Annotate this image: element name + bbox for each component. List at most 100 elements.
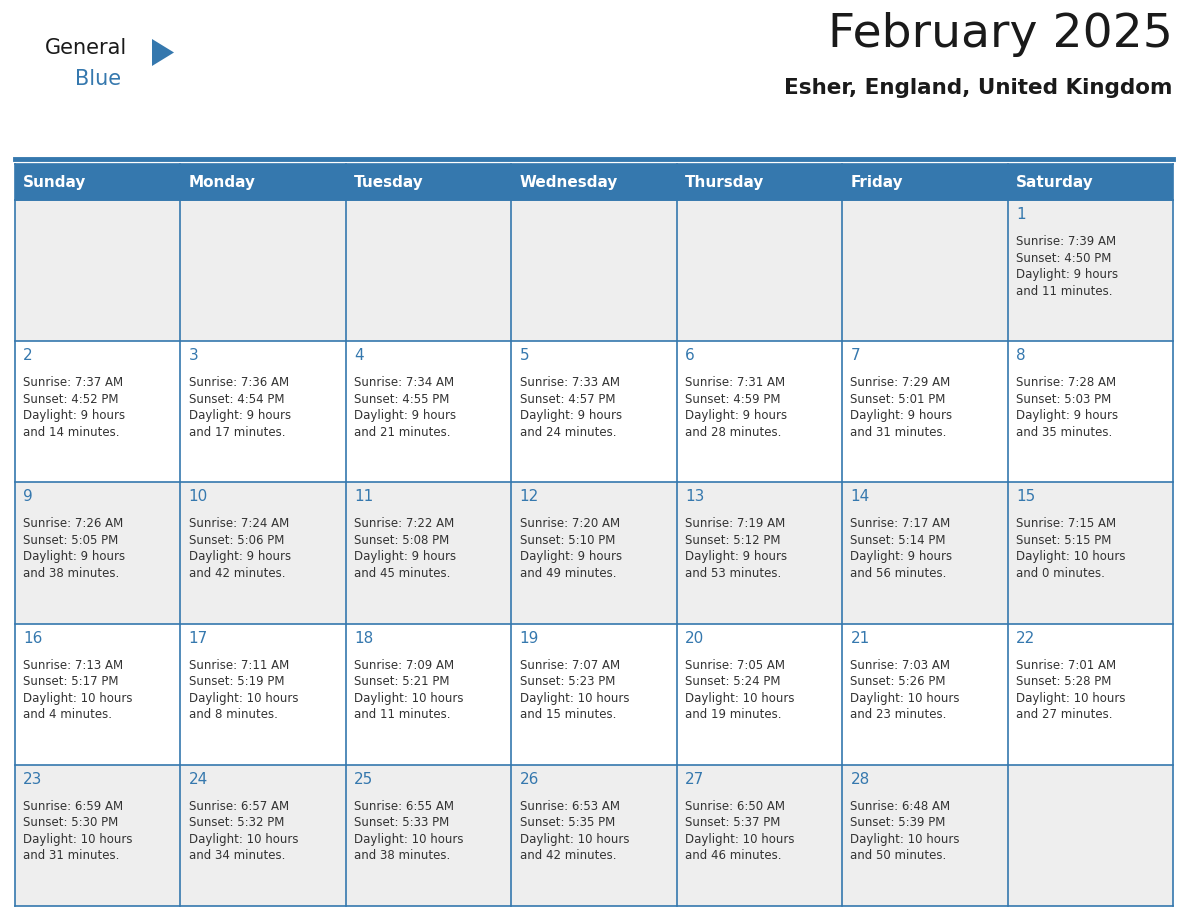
Bar <box>181 482 346 623</box>
Text: and 38 minutes.: and 38 minutes. <box>354 849 450 862</box>
Text: February 2025: February 2025 <box>828 12 1173 57</box>
Text: Sunrise: 6:55 AM: Sunrise: 6:55 AM <box>354 800 454 812</box>
Text: Daylight: 10 hours: Daylight: 10 hours <box>851 691 960 705</box>
Bar <box>181 164 346 200</box>
Text: Sunday: Sunday <box>24 174 87 189</box>
Text: Sunrise: 7:03 AM: Sunrise: 7:03 AM <box>851 658 950 672</box>
Text: Sunrise: 7:17 AM: Sunrise: 7:17 AM <box>851 518 950 531</box>
Bar <box>181 200 346 341</box>
Bar <box>1007 200 1173 341</box>
Text: 16: 16 <box>24 631 43 645</box>
Text: and 45 minutes.: and 45 minutes. <box>354 567 450 580</box>
Text: Tuesday: Tuesday <box>354 174 424 189</box>
Text: 28: 28 <box>851 772 870 787</box>
Text: and 14 minutes.: and 14 minutes. <box>24 426 120 439</box>
Text: 24: 24 <box>189 772 208 787</box>
Text: Daylight: 10 hours: Daylight: 10 hours <box>189 833 298 845</box>
Text: 11: 11 <box>354 489 373 505</box>
Text: Sunrise: 7:19 AM: Sunrise: 7:19 AM <box>685 518 785 531</box>
Text: Sunset: 5:30 PM: Sunset: 5:30 PM <box>24 816 119 829</box>
Bar <box>15 623 181 765</box>
Text: Sunset: 5:19 PM: Sunset: 5:19 PM <box>189 675 284 688</box>
Text: 4: 4 <box>354 348 364 364</box>
Text: Daylight: 10 hours: Daylight: 10 hours <box>685 833 795 845</box>
Text: Blue: Blue <box>75 69 121 89</box>
Text: Monday: Monday <box>189 174 255 189</box>
Text: Sunrise: 7:22 AM: Sunrise: 7:22 AM <box>354 518 454 531</box>
Text: and 24 minutes.: and 24 minutes. <box>519 426 617 439</box>
Text: 15: 15 <box>1016 489 1035 505</box>
Bar <box>677 482 842 623</box>
Text: and 15 minutes.: and 15 minutes. <box>519 708 615 722</box>
Bar <box>181 765 346 906</box>
Bar <box>842 164 1007 200</box>
Text: Sunset: 4:50 PM: Sunset: 4:50 PM <box>1016 252 1111 264</box>
Text: and 17 minutes.: and 17 minutes. <box>189 426 285 439</box>
Bar <box>1007 482 1173 623</box>
Text: Sunset: 5:24 PM: Sunset: 5:24 PM <box>685 675 781 688</box>
Text: Sunset: 5:08 PM: Sunset: 5:08 PM <box>354 534 449 547</box>
Text: 19: 19 <box>519 631 539 645</box>
Text: Sunrise: 7:36 AM: Sunrise: 7:36 AM <box>189 376 289 389</box>
Text: 26: 26 <box>519 772 539 787</box>
Text: 9: 9 <box>24 489 33 505</box>
Text: Sunrise: 6:48 AM: Sunrise: 6:48 AM <box>851 800 950 812</box>
Text: Sunrise: 7:07 AM: Sunrise: 7:07 AM <box>519 658 620 672</box>
Text: Sunrise: 7:34 AM: Sunrise: 7:34 AM <box>354 376 454 389</box>
Text: Daylight: 10 hours: Daylight: 10 hours <box>24 833 133 845</box>
Bar <box>511 341 677 482</box>
Text: 23: 23 <box>24 772 43 787</box>
Text: Sunrise: 7:09 AM: Sunrise: 7:09 AM <box>354 658 454 672</box>
Bar <box>346 341 511 482</box>
Bar <box>511 765 677 906</box>
Text: Sunset: 5:12 PM: Sunset: 5:12 PM <box>685 534 781 547</box>
Text: and 49 minutes.: and 49 minutes. <box>519 567 617 580</box>
Text: and 34 minutes.: and 34 minutes. <box>189 849 285 862</box>
Bar <box>1007 765 1173 906</box>
Bar <box>15 200 181 341</box>
Text: 3: 3 <box>189 348 198 364</box>
Bar <box>677 164 842 200</box>
Text: Daylight: 10 hours: Daylight: 10 hours <box>851 833 960 845</box>
Text: Sunrise: 6:59 AM: Sunrise: 6:59 AM <box>24 800 124 812</box>
Bar <box>677 623 842 765</box>
Text: 14: 14 <box>851 489 870 505</box>
Bar <box>842 765 1007 906</box>
Text: and 0 minutes.: and 0 minutes. <box>1016 567 1105 580</box>
Text: and 11 minutes.: and 11 minutes. <box>1016 285 1112 297</box>
Text: Daylight: 9 hours: Daylight: 9 hours <box>519 409 621 422</box>
Bar <box>1007 341 1173 482</box>
Bar <box>15 765 181 906</box>
Bar <box>511 482 677 623</box>
Text: 2: 2 <box>24 348 33 364</box>
Bar <box>346 765 511 906</box>
Text: Sunrise: 7:33 AM: Sunrise: 7:33 AM <box>519 376 620 389</box>
Text: Sunrise: 6:53 AM: Sunrise: 6:53 AM <box>519 800 620 812</box>
Text: Sunset: 5:03 PM: Sunset: 5:03 PM <box>1016 393 1111 406</box>
Bar <box>181 341 346 482</box>
Bar <box>677 765 842 906</box>
Text: Sunrise: 7:11 AM: Sunrise: 7:11 AM <box>189 658 289 672</box>
Text: Daylight: 9 hours: Daylight: 9 hours <box>354 409 456 422</box>
Text: Daylight: 9 hours: Daylight: 9 hours <box>685 551 788 564</box>
Text: Daylight: 9 hours: Daylight: 9 hours <box>685 409 788 422</box>
Text: and 56 minutes.: and 56 minutes. <box>851 567 947 580</box>
Text: Sunset: 5:15 PM: Sunset: 5:15 PM <box>1016 534 1111 547</box>
Text: Daylight: 9 hours: Daylight: 9 hours <box>354 551 456 564</box>
Bar <box>842 200 1007 341</box>
Text: and 31 minutes.: and 31 minutes. <box>851 426 947 439</box>
Text: Friday: Friday <box>851 174 903 189</box>
Text: Sunrise: 7:01 AM: Sunrise: 7:01 AM <box>1016 658 1116 672</box>
Text: and 35 minutes.: and 35 minutes. <box>1016 426 1112 439</box>
Text: Daylight: 9 hours: Daylight: 9 hours <box>851 551 953 564</box>
Text: Sunrise: 7:28 AM: Sunrise: 7:28 AM <box>1016 376 1116 389</box>
Text: Sunset: 4:57 PM: Sunset: 4:57 PM <box>519 393 615 406</box>
Text: Sunrise: 7:37 AM: Sunrise: 7:37 AM <box>24 376 124 389</box>
Text: Sunset: 4:59 PM: Sunset: 4:59 PM <box>685 393 781 406</box>
Polygon shape <box>152 39 173 66</box>
Text: Wednesday: Wednesday <box>519 174 618 189</box>
Text: Sunset: 5:39 PM: Sunset: 5:39 PM <box>851 816 946 829</box>
Text: Daylight: 10 hours: Daylight: 10 hours <box>354 691 463 705</box>
Text: and 46 minutes.: and 46 minutes. <box>685 849 782 862</box>
Text: Thursday: Thursday <box>685 174 764 189</box>
